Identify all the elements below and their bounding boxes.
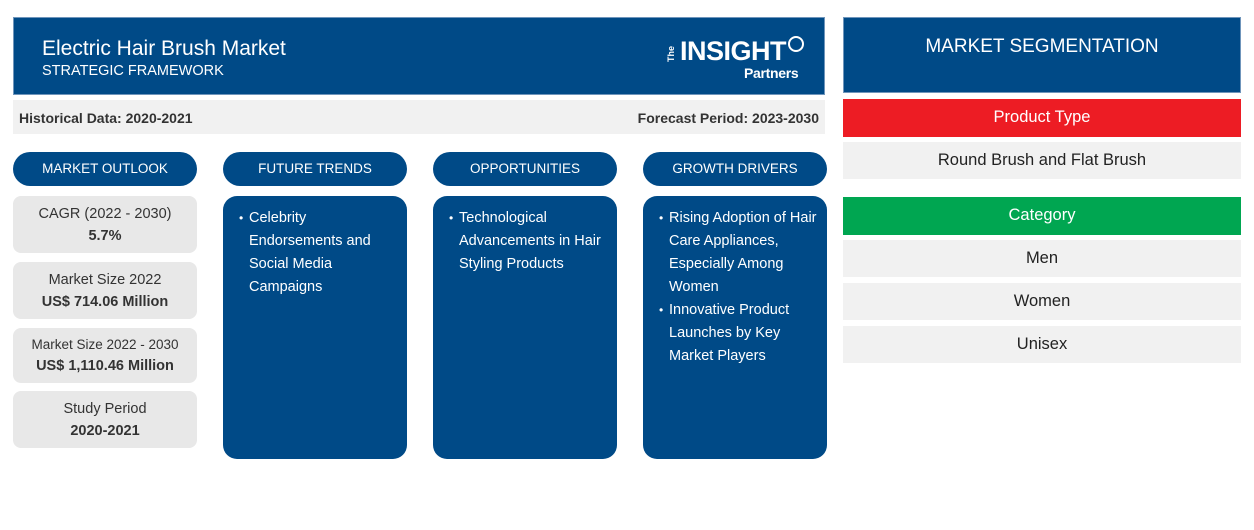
opportunities-heading: OPPORTUNITIES [433,152,617,186]
segment-item: Unisex [843,326,1241,363]
segment-category-heading: Category [843,197,1241,235]
opportunity-item: Technological Advancements in Hair Styli… [449,207,607,276]
future-trends-heading: FUTURE TRENDS [223,152,407,186]
stat-cagr: CAGR (2022 - 2030) 5.7% [13,196,197,253]
stat-value: US$ 714.06 Million [41,294,169,310]
stat-label: Market Size 2022 - 2030 [31,337,179,352]
stat-market-size-2022-2030: Market Size 2022 - 2030 US$ 1,110.46 Mil… [13,328,197,383]
growth-driver-item: Innovative Product Launches by Key Marke… [659,299,817,368]
growth-driver-item: Rising Adoption of Hair Care Appliances,… [659,207,817,299]
report-subtitle: STRATEGIC FRAMEWORK [42,63,224,79]
forecast-period: Forecast Period: 2023-2030 [637,110,819,126]
logo-partners-text: Partners [744,65,799,81]
logo-ring-icon [788,36,804,52]
market-segmentation-heading: MARKET SEGMENTATION [843,17,1241,93]
stat-label: Market Size 2022 [48,272,162,288]
logo-insight-text: INSIGHT [680,36,787,66]
growth-drivers-heading: GROWTH DRIVERS [643,152,827,186]
stat-label: Study Period [63,401,147,417]
report-title: Electric Hair Brush Market [42,37,286,60]
segment-item: Men [843,240,1241,277]
historical-data: Historical Data: 2020-2021 [19,110,193,126]
market-outlook-heading: MARKET OUTLOOK [13,152,197,186]
insight-partners-logo: The INSIGHT Partners [666,32,806,86]
growth-drivers-panel: Rising Adoption of Hair Care Appliances,… [643,196,827,459]
segment-item: Round Brush and Flat Brush [843,142,1241,179]
stat-value: 2020-2021 [70,423,140,439]
stat-market-size-2022: Market Size 2022 US$ 714.06 Million [13,262,197,319]
stat-study-period: Study Period 2020-2021 [13,391,197,448]
segment-product-type-heading: Product Type [843,99,1241,137]
segment-item: Women [843,283,1241,320]
future-trend-item: Celebrity Endorsements and Social Media … [239,207,397,299]
logo-the-text: The [666,45,676,62]
stat-label: CAGR (2022 - 2030) [38,206,172,222]
stat-value: 5.7% [88,228,122,244]
period-info-bar: Historical Data: 2020-2021 Forecast Peri… [13,100,825,134]
stat-value: US$ 1,110.46 Million [36,358,174,374]
report-header: Electric Hair Brush Market STRATEGIC FRA… [13,17,825,95]
future-trends-panel: Celebrity Endorsements and Social Media … [223,196,407,459]
opportunities-panel: Technological Advancements in Hair Styli… [433,196,617,459]
